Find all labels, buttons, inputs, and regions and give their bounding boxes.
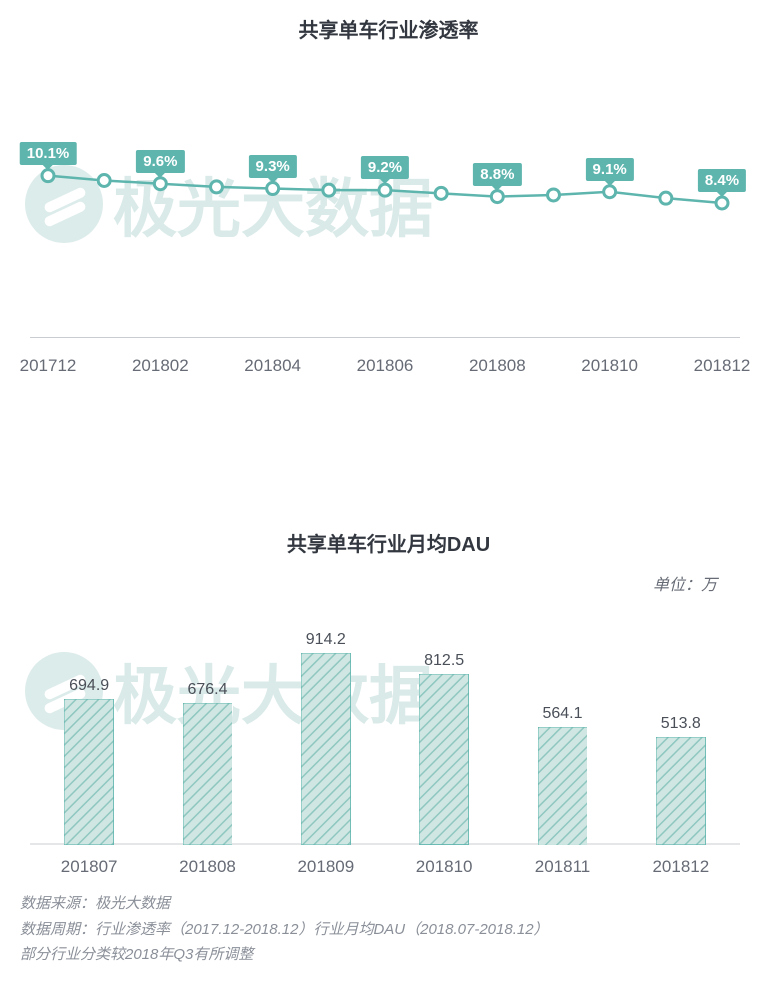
bar: 676.4 <box>183 703 233 845</box>
bar: 812.5 <box>419 674 469 845</box>
bar-value-label: 694.9 <box>64 677 114 695</box>
bar-chart-unit: 单位：万 <box>0 571 717 595</box>
line-x-tick: 201812 <box>694 356 751 376</box>
line-x-tick: 201806 <box>357 356 414 376</box>
line-data-label: 8.4% <box>698 169 746 192</box>
bar: 914.2 <box>301 653 351 845</box>
footer-line: 数据周期：行业渗透率（2017.12-2018.12）行业月均DAU（2018.… <box>20 917 757 943</box>
bar-x-axis: 201807 201808 201809 201810 201811 201812 <box>30 857 747 879</box>
bar-value-label: 676.4 <box>183 681 233 699</box>
bar-value-label: 914.2 <box>301 631 351 649</box>
line-data-label: 8.8% <box>473 163 521 186</box>
line-data-label: 9.3% <box>249 155 297 178</box>
bar-chart: 极光大数据 694.9676.4914.2812.5564.1513.8 <box>30 635 747 845</box>
bar-value-label: 513.8 <box>656 715 706 733</box>
line-x-tick: 201802 <box>132 356 189 376</box>
line-data-label: 9.1% <box>586 158 634 181</box>
line-x-tick: 201712 <box>20 356 77 376</box>
bar-chart-title: 共享单车行业月均DAU <box>0 528 777 557</box>
bar-value-label: 564.1 <box>538 705 588 723</box>
bar-x-tick: 201807 <box>61 857 118 877</box>
line-x-axis: 2017122018022018042018062018082018102018… <box>30 356 747 378</box>
line-chart-title: 共享单车行业渗透率 <box>0 14 777 43</box>
bar-value-label: 812.5 <box>419 652 469 670</box>
bar-x-tick: 201810 <box>416 857 473 877</box>
line-data-label: 9.2% <box>361 156 409 179</box>
line-chart: 极光大数据 10.1%9.6%9.3%9.2%8.8%9.1%8.4% <box>30 113 747 338</box>
footer-line: 部分行业分类较2018年Q3有所调整 <box>20 942 757 968</box>
bar-x-tick: 201809 <box>297 857 354 877</box>
bar: 513.8 <box>656 737 706 845</box>
bar: 694.9 <box>64 699 114 845</box>
line-x-tick: 201810 <box>581 356 638 376</box>
bar: 564.1 <box>538 727 588 845</box>
line-x-tick: 201804 <box>244 356 301 376</box>
bar-x-tick: 201812 <box>652 857 709 877</box>
bar-x-tick: 201811 <box>535 857 590 877</box>
bars-container: 694.9 676.4 914.2 812.5 564.1 513.8 <box>30 635 740 845</box>
line-data-label: 10.1% <box>20 142 77 165</box>
bar-x-tick: 201808 <box>179 857 236 877</box>
line-x-tick: 201808 <box>469 356 526 376</box>
line-data-label: 9.6% <box>136 150 184 173</box>
footer-line: 数据来源：极光大数据 <box>20 891 757 917</box>
footer-notes: 数据来源：极光大数据 数据周期：行业渗透率（2017.12-2018.12）行业… <box>20 891 757 968</box>
line-data-labels: 10.1%9.6%9.3%9.2%8.8%9.1%8.4% <box>30 113 740 338</box>
